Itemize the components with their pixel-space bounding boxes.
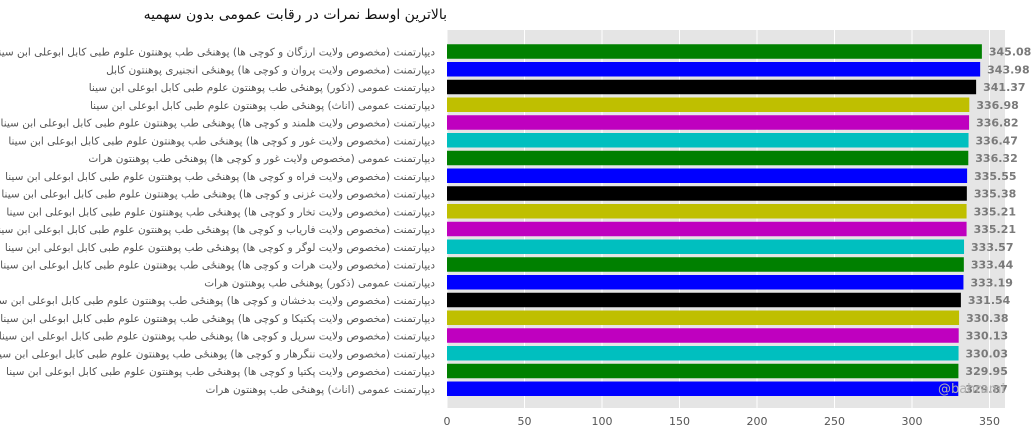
value-label: 330.13	[966, 330, 1008, 343]
bar	[447, 381, 959, 396]
bar	[447, 221, 967, 237]
value-label: 336.47	[976, 134, 1018, 147]
category-label: دیپارتمنت (مخصوص ولایت بدخشان و کوچی ها)…	[0, 295, 435, 307]
category-label: دیپارتمنت عمومی (ذکور) پوهنځی طب پوهنتون…	[204, 277, 435, 289]
bar	[447, 97, 970, 112]
category-label: دیپارتمنت (مخصوص ولایت فاریاب و کوچی ها)…	[0, 224, 435, 236]
category-label: دیپارتمنت (مخصوص ولایت پروان و کوچی ها) …	[106, 64, 435, 76]
category-label: دیپارتمنت (مخصوص ولایت فراه و کوچی ها) پ…	[5, 171, 435, 183]
bar	[447, 62, 981, 77]
bar	[447, 79, 977, 95]
bar	[447, 168, 968, 183]
category-label: دیپارتمنت (مخصوص ولایت هلمند و کوچی ها) …	[1, 118, 436, 130]
value-label: 333.19	[970, 276, 1012, 289]
value-label: 333.44	[971, 259, 1014, 272]
bar	[447, 150, 969, 166]
value-labels: 345.08 343.98 341.37 336.98 336.82 336.47 336.…	[965, 46, 1031, 396]
value-label: 333.57	[971, 241, 1013, 254]
value-label: 330.38	[966, 312, 1008, 325]
category-label: دیپارتمنت عمومی (اناث) پوهنځی طب پوهنتون…	[90, 100, 435, 112]
value-label: 329.95	[965, 365, 1007, 378]
x-tick-label: 150	[669, 415, 690, 428]
bar	[447, 310, 960, 325]
category-label: دیپارتمنت (مخصوص ولایت پکتیکا و کوچی ها)…	[0, 313, 435, 325]
value-label: 331.54	[968, 294, 1011, 307]
value-label: 336.82	[976, 117, 1018, 130]
category-label: دیپارتمنت (مخصوص ولایت هرات و کوچی ها) پ…	[0, 260, 435, 272]
category-label: دیپارتمنت (مخصوص ولایت ننگرهار و کوچی ها…	[0, 347, 435, 360]
category-label: دیپارتمنت (مخصوص ولایت ارزگان و کوچی ها)…	[0, 46, 435, 59]
bar	[447, 133, 969, 148]
bar	[447, 115, 970, 130]
watermark: @bahrami	[938, 382, 1005, 397]
x-tick-label: 50	[518, 415, 532, 428]
value-label: 336.98	[976, 99, 1018, 112]
category-labels: دیپارتمنت (مخصوص ولایت ارزگان و کوچی ها)…	[0, 46, 435, 396]
category-label: دیپارتمنت (مخصوص ولایت غزنی و کوچی ها) پ…	[1, 189, 435, 201]
category-label: دیپارتمنت (مخصوص ولایت تخار و کوچی ها) پ…	[6, 206, 435, 218]
value-label: 335.21	[974, 205, 1016, 218]
value-label: 335.55	[974, 170, 1016, 183]
category-label: دیپارتمنت (مخصوص ولایت سرپل و کوچی ها) پ…	[0, 331, 435, 343]
bar	[447, 257, 964, 272]
x-tick-label: 100	[592, 415, 613, 428]
value-label: 335.21	[974, 223, 1016, 236]
x-tick-label: 350	[979, 415, 1000, 428]
value-label: 343.98	[987, 63, 1029, 76]
category-label: دیپارتمنت (مخصوص ولایت غور و کوچی ها) پو…	[8, 135, 435, 147]
bar	[447, 204, 967, 219]
bar	[447, 275, 964, 290]
x-axis-ticks: 0 50 100 150 200 250 300 350	[444, 415, 1001, 428]
value-label: 329.87	[965, 383, 1007, 396]
category-label: دیپارتمنت عمومی (ذکور) پوهنځی طب پوهنتون…	[89, 82, 436, 94]
value-label: 345.08	[989, 46, 1031, 59]
bars	[447, 44, 982, 396]
bar	[447, 346, 959, 361]
bar	[447, 44, 982, 59]
bar	[447, 363, 959, 379]
category-label: دیپارتمنت (مخصوص ولایت پکتیا و کوچی ها) …	[6, 366, 435, 378]
chart-title: بالاترین اوسط نمرات در رقابت عمومی بدون …	[144, 7, 447, 23]
x-tick-label: 300	[902, 415, 923, 428]
category-label: دیپارتمنت (مخصوص ولایت لوگر و کوچی ها) پ…	[5, 241, 435, 254]
bar	[447, 239, 965, 254]
category-label: دیپارتمنت عمومی (اناث) پوهنځی طب پوهنتون…	[205, 384, 435, 396]
value-label: 330.03	[966, 347, 1008, 360]
x-tick-label: 250	[824, 415, 845, 428]
bar	[447, 328, 959, 343]
value-label: 341.37	[983, 81, 1025, 94]
value-label: 336.32	[975, 152, 1017, 165]
category-label: دیپارتمنت عمومی (مخصوص ولایت غور و کوچی …	[88, 153, 435, 165]
bar	[447, 292, 961, 308]
value-label: 335.38	[974, 188, 1016, 201]
bar	[447, 186, 967, 201]
x-tick-label: 200	[747, 415, 768, 428]
x-tick-label: 0	[444, 415, 451, 428]
